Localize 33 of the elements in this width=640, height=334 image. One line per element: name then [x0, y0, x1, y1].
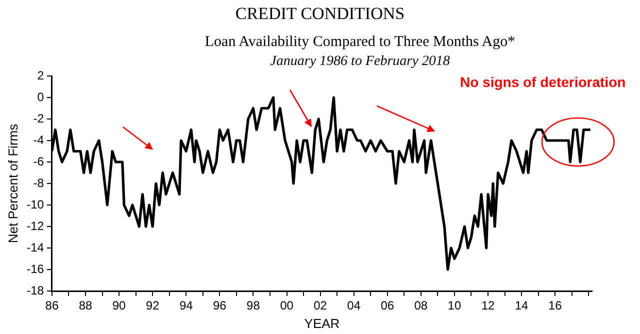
chart-subtitle: Loan Availability Compared to Three Months Ago*: [204, 34, 516, 51]
y-tick-label: -4: [33, 132, 44, 147]
y-axis-title: Net Percent of Firms: [5, 123, 20, 244]
x-tick-label: 98: [246, 298, 260, 313]
chart-title: CREDIT CONDITIONS: [234, 4, 406, 24]
x-tick-label: 88: [78, 298, 92, 313]
y-tick-label: -6: [33, 154, 44, 168]
y-tick-label: -8: [33, 176, 44, 190]
x-tick-label: 90: [112, 298, 126, 313]
x-tick-label: 14: [514, 298, 529, 313]
x-tick-label: 02: [314, 298, 328, 313]
y-tick-label: -14: [26, 240, 44, 254]
x-tick-label: 08: [414, 298, 428, 313]
x-tick-label: 12: [481, 298, 496, 313]
x-tick-label: 06: [380, 298, 394, 313]
y-tick-label: 2: [37, 68, 44, 82]
x-tick-label: 00: [280, 298, 294, 313]
x-tick-label: 04: [347, 298, 361, 313]
x-tick-label: 16: [548, 298, 562, 313]
x-tick-label: 94: [179, 298, 194, 313]
x-axis-title: YEAR: [304, 316, 340, 331]
y-tick-label: -16: [26, 262, 44, 276]
annotation: No signs of deterioration: [460, 74, 626, 90]
y-tick-label: -12: [26, 218, 44, 233]
y-tick-label: -2: [33, 111, 44, 126]
x-tick-label: 10: [448, 298, 462, 313]
x-tick-label: 86: [45, 298, 59, 313]
y-tick-label: -10: [26, 197, 44, 212]
y-tick-label: 0: [37, 90, 44, 104]
text: January 1986 to February 2018: [269, 54, 451, 70]
x-tick-label: 96: [212, 298, 227, 313]
y-tick-label: -18: [26, 283, 44, 298]
x-tick-label: 92: [146, 298, 160, 313]
